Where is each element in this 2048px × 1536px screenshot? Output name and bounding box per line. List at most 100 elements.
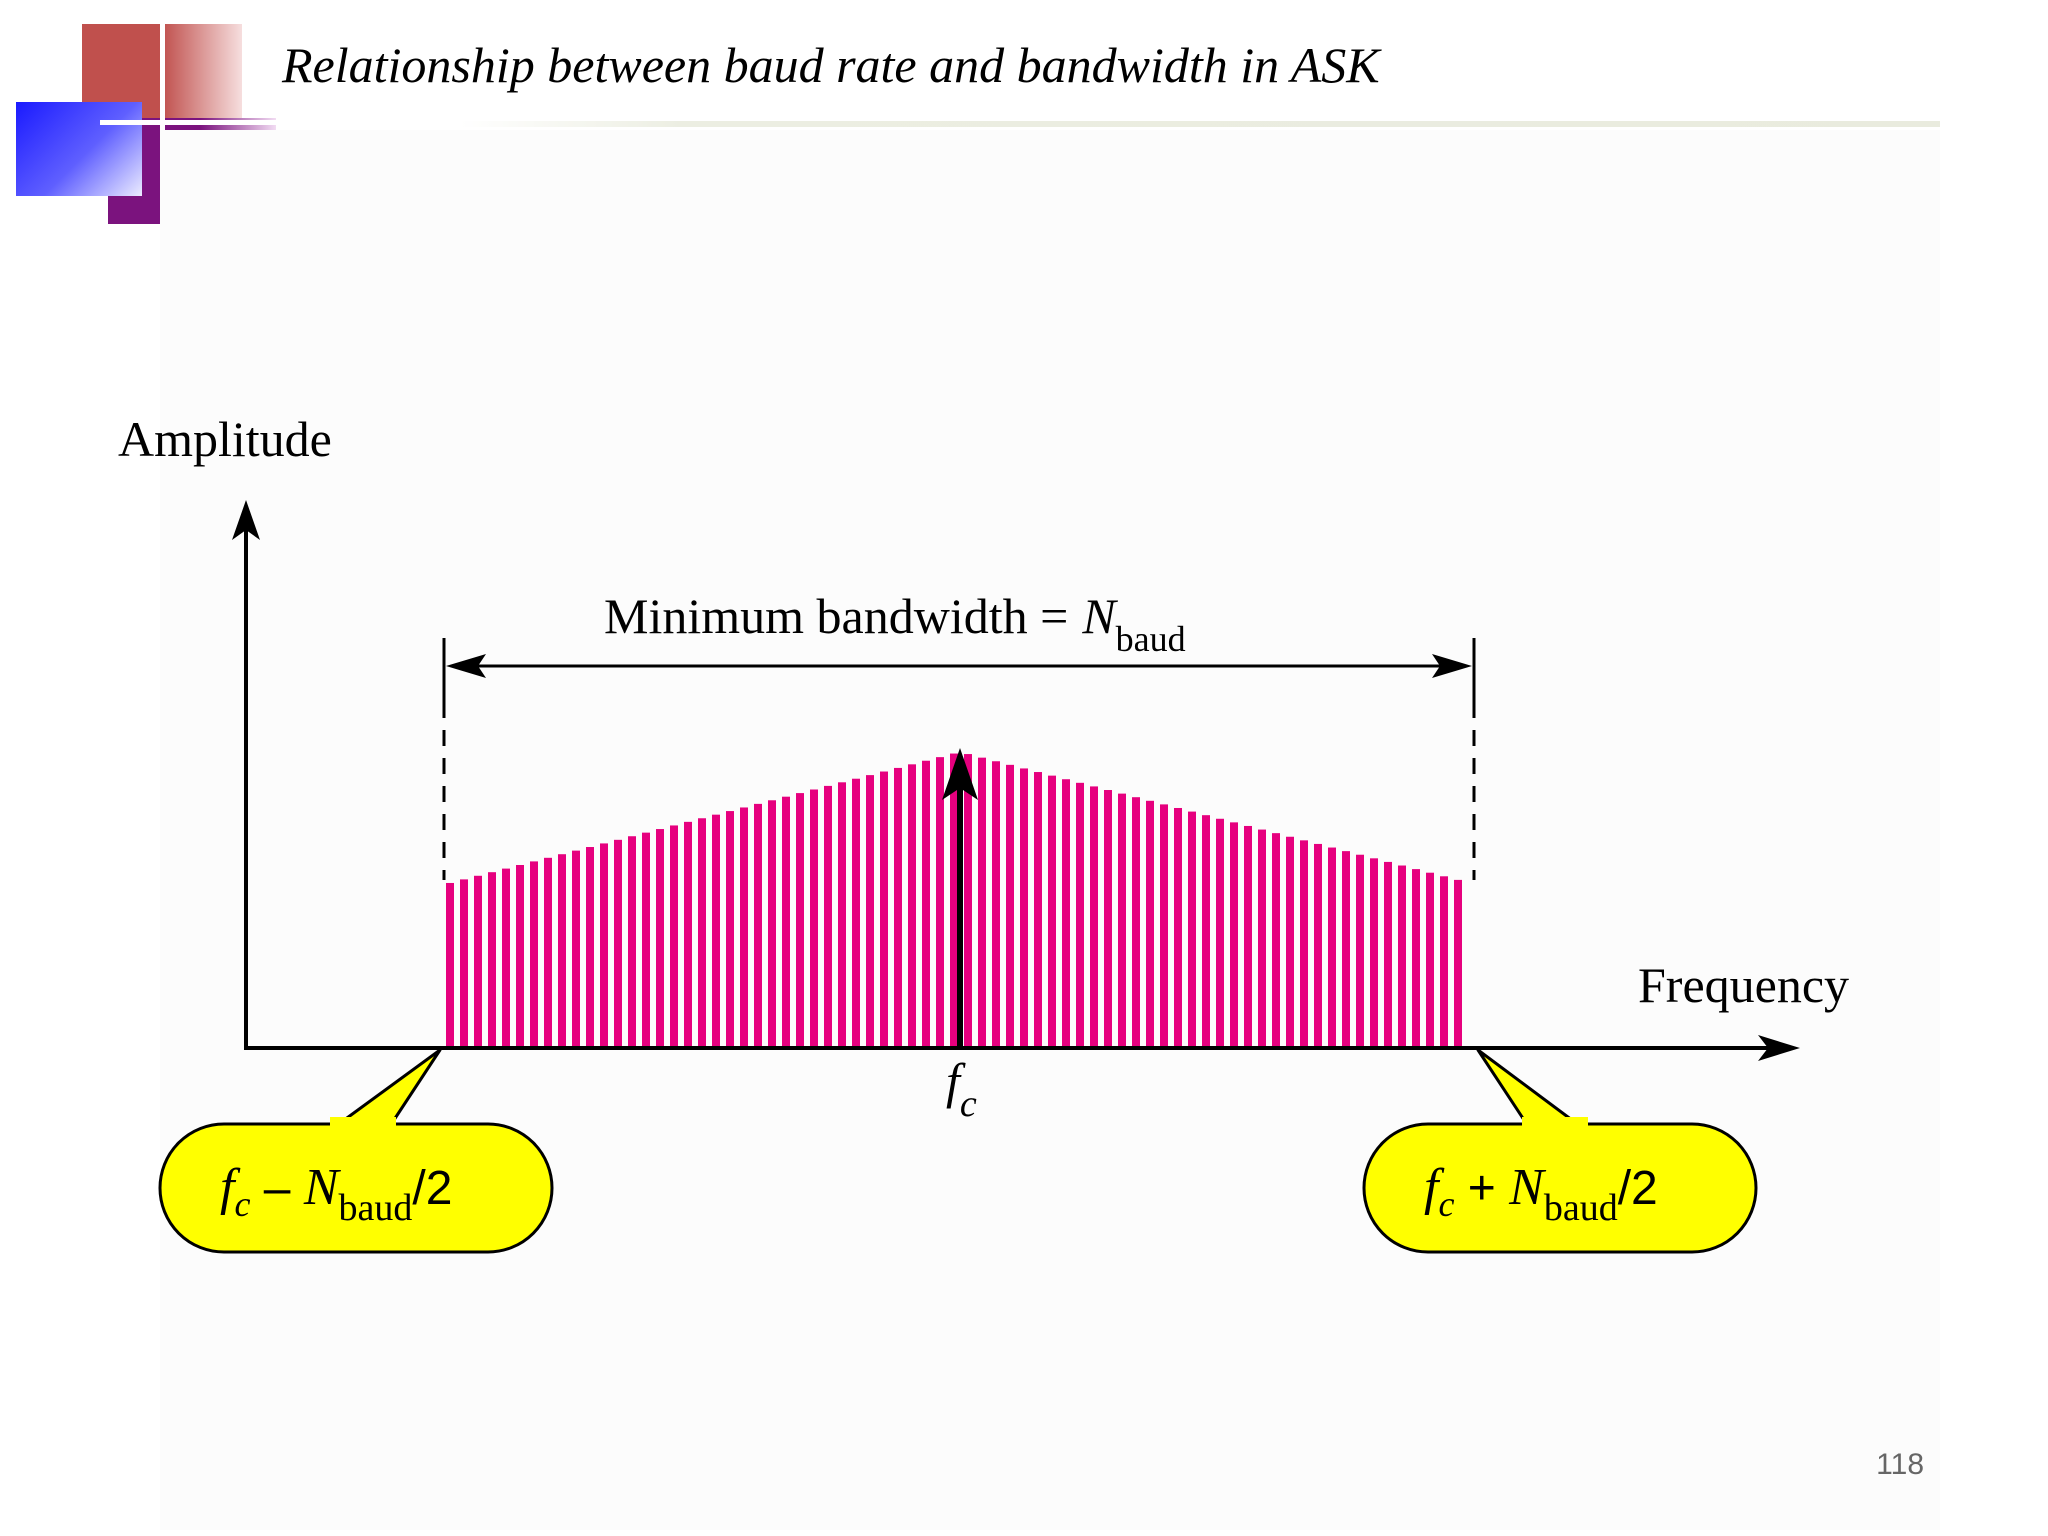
spectrum-bar [1258, 829, 1266, 1046]
spectrum-bar [1006, 764, 1014, 1046]
left-callout-sub: baud [339, 1187, 413, 1229]
spectrum-bar [502, 868, 510, 1046]
bandwidth-label: Minimum bandwidth = Nbaud [604, 588, 1186, 659]
spectrum-bar [1426, 872, 1434, 1046]
left-callout-op: – [250, 1162, 303, 1215]
left-callout-label: fc – Nbaud/2 [220, 1159, 452, 1229]
carrier-sub: c [960, 1083, 977, 1125]
spectrum-bar [852, 778, 860, 1046]
right-callout-tail-text: /2 [1618, 1162, 1658, 1215]
spectrum-bar [1440, 876, 1448, 1046]
spectrum-bar [1398, 865, 1406, 1046]
slide-title: Relationship between baud rate and bandw… [282, 37, 1380, 93]
right-callout-tail-cover [1522, 1117, 1588, 1129]
left-callout-tail-text: /2 [412, 1162, 452, 1215]
spectrum-bar [1244, 825, 1252, 1046]
spectrum-bar [1328, 847, 1336, 1046]
spectrum-bar [880, 771, 888, 1046]
spectrum-bar [936, 757, 944, 1046]
spectrum-bar [754, 803, 762, 1046]
logo-divider-vertical [160, 0, 165, 236]
spectrum-bar [1454, 879, 1462, 1046]
spectrum-bar [684, 821, 692, 1046]
spectrum-bar [922, 760, 930, 1046]
right-callout-label: fc + Nbaud/2 [1424, 1159, 1658, 1229]
spectrum-bar [1118, 793, 1126, 1046]
spectrum-bar [628, 836, 636, 1046]
spectrum-bar [1300, 840, 1308, 1046]
spectrum-bar [698, 818, 706, 1046]
spectrum-bar [1062, 779, 1070, 1046]
bandwidth-label-text: Minimum bandwidth = [604, 588, 1068, 644]
spectrum-bar [614, 839, 622, 1046]
right-callout-sub: baud [1544, 1187, 1618, 1229]
left-callout-n: N [303, 1159, 342, 1216]
spectrum-bar [1342, 851, 1350, 1046]
spectrum-bar [1412, 869, 1420, 1046]
spectrum-bar [838, 782, 846, 1046]
title-underline [460, 121, 1940, 127]
spectrum-bar [572, 850, 580, 1046]
spectrum-bar [1314, 843, 1322, 1046]
right-callout-op: + [1454, 1162, 1509, 1215]
spectrum-bar [866, 775, 874, 1046]
spectrum-bar [474, 875, 482, 1046]
left-callout-tail-cover [330, 1117, 396, 1129]
spectrum-bars [446, 753, 1462, 1046]
y-axis-arrowhead [232, 500, 260, 540]
spectrum-bar [530, 861, 538, 1046]
spectrum-bar [1020, 768, 1028, 1046]
y-axis-label: Amplitude [118, 411, 332, 467]
spectrum-bar [1356, 854, 1364, 1046]
bandwidth-sub: baud [1116, 619, 1186, 659]
spectrum-bar [516, 864, 524, 1046]
spectrum-bar [950, 753, 958, 1046]
left-callout-tail [334, 1048, 442, 1128]
bandwidth-var: N [1081, 588, 1118, 644]
spectrum-bar [978, 757, 986, 1046]
bandwidth-arrowhead-left [446, 654, 486, 678]
spectrum-bar [992, 761, 1000, 1046]
spectrum-bar [1384, 861, 1392, 1046]
x-axis-label: Frequency [1638, 957, 1849, 1013]
spectrum-bar [712, 814, 720, 1046]
spectrum-bar [446, 882, 454, 1046]
spectrum-bar [796, 793, 804, 1046]
spectrum-bar [740, 807, 748, 1046]
spectrum-bar [1034, 772, 1042, 1046]
spectrum-bar [1048, 775, 1056, 1046]
spectrum-bar [1132, 797, 1140, 1046]
spectrum-bar [1216, 818, 1224, 1046]
spectrum-bar [1160, 804, 1168, 1046]
spectrum-bar [544, 857, 552, 1046]
bandwidth-arrowhead-right [1432, 654, 1472, 678]
spectrum-bar [670, 825, 678, 1046]
carrier-frequency-label: fc [946, 1053, 977, 1125]
spectrum-bar [768, 800, 776, 1046]
spectrum-bar [782, 796, 790, 1046]
spectrum-bar [1286, 836, 1294, 1046]
spectrum-bar [600, 843, 608, 1046]
spectrum-bar [810, 789, 818, 1046]
spectrum-bar [1272, 833, 1280, 1046]
spectrum-bar [1104, 790, 1112, 1046]
spectrum-bar [894, 767, 902, 1046]
spectrum-bar [642, 832, 650, 1046]
spectrum-bar [1188, 811, 1196, 1046]
page-number: 118 [1876, 1448, 1924, 1481]
spectrum-bar [1230, 822, 1238, 1046]
spectrum-bar [558, 854, 566, 1046]
left-callout-c: c [234, 1184, 250, 1224]
right-callout-tail [1476, 1048, 1582, 1128]
spectrum-bar [1202, 815, 1210, 1046]
spectrum-bar [964, 754, 972, 1046]
spectrum-bar [726, 811, 734, 1046]
spectrum-bar [1370, 858, 1378, 1046]
spectrum-bar [656, 829, 664, 1046]
spectrum-bar [488, 872, 496, 1046]
x-axis-arrowhead [1758, 1035, 1800, 1061]
right-callout-n: N [1508, 1159, 1547, 1216]
spectrum-bar [824, 785, 832, 1046]
logo-divider-horizontal [100, 120, 276, 125]
spectrum-bar [1090, 786, 1098, 1046]
